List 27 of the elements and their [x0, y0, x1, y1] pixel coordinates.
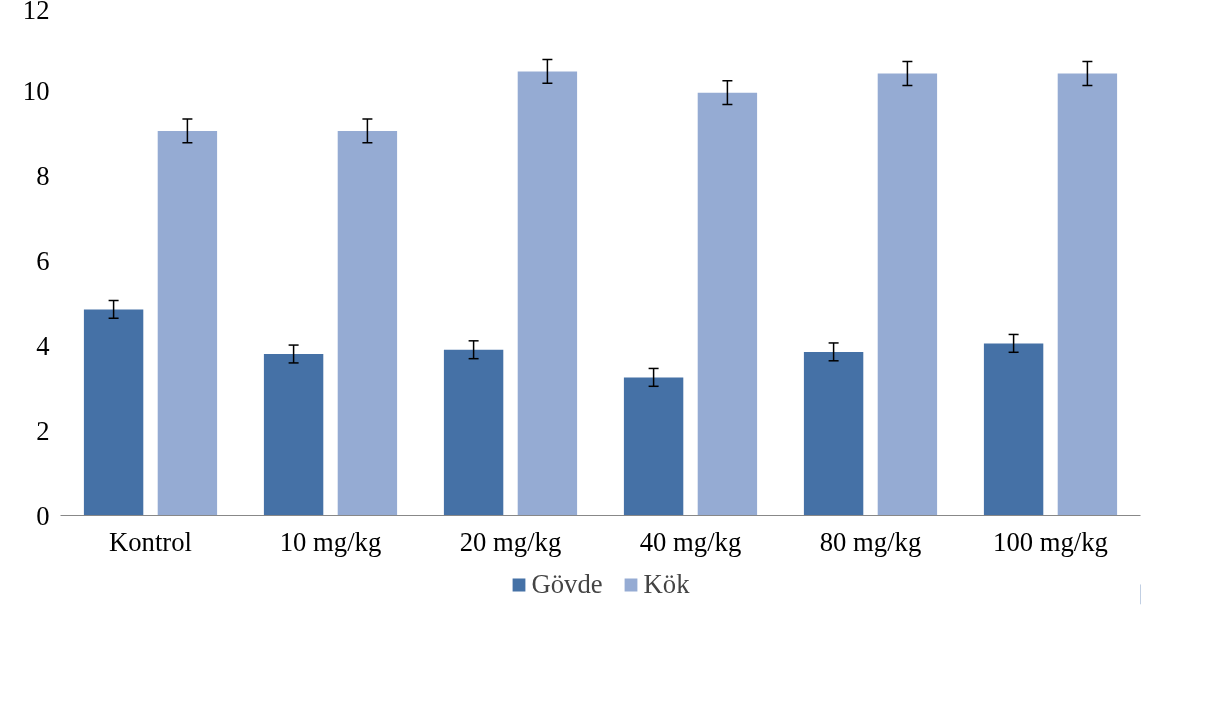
- y-tick-label: 10: [22, 75, 50, 106]
- y-tick-label: 0: [36, 500, 50, 531]
- bar: [983, 343, 1044, 516]
- bar: [803, 351, 864, 516]
- x-tick-label: 40 mg/kg: [639, 526, 742, 557]
- bar: [697, 92, 758, 516]
- x-tick-label: Kontrol: [109, 526, 192, 557]
- bar: [1057, 73, 1118, 516]
- bar: [83, 309, 144, 516]
- x-tick-label: 20 mg/kg: [459, 526, 562, 557]
- legend-label: Kök: [643, 568, 690, 600]
- x-tick-label: 80 mg/kg: [819, 526, 922, 557]
- bar: [157, 130, 218, 516]
- y-tick-label: 6: [36, 245, 50, 276]
- bar: [443, 349, 504, 516]
- x-tick-label: 100 mg/kg: [993, 526, 1108, 557]
- bar: [877, 73, 938, 516]
- y-tick-label: 2: [36, 415, 50, 446]
- bar: [263, 354, 324, 516]
- y-tick-label: 8: [36, 160, 50, 191]
- bar: [623, 377, 684, 516]
- y-tick-label: 4: [36, 330, 50, 361]
- legend-label: Gövde: [531, 568, 603, 600]
- bar: [517, 71, 578, 516]
- bar: [337, 130, 398, 516]
- x-tick-label: 10 mg/kg: [279, 526, 382, 557]
- y-tick-label: 12: [22, 0, 50, 25]
